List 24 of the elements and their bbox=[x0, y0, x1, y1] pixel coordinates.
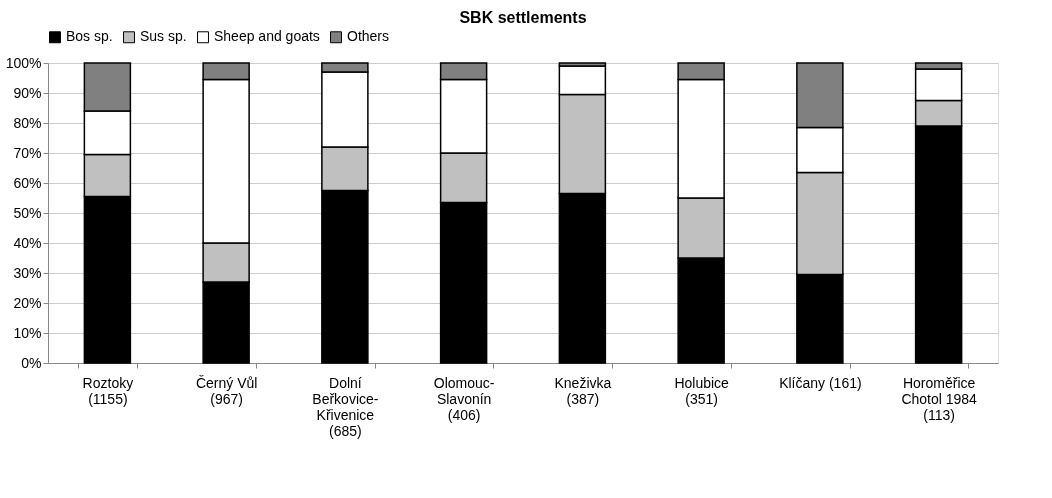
legend-label: Bos sp. bbox=[66, 28, 113, 45]
y-tick-label: 90% bbox=[13, 84, 42, 101]
legend-label: Sus sp. bbox=[140, 28, 187, 45]
chart-title: SBK settlements bbox=[459, 9, 587, 26]
x-tick-label: Dolní Beřkovice-Křivenice (685) bbox=[312, 374, 379, 439]
y-tick-label: 50% bbox=[13, 204, 42, 221]
x-tick-label: Černý Vůl (967) bbox=[195, 374, 258, 407]
y-tick-label: 10% bbox=[13, 324, 42, 341]
y-tick-label: 40% bbox=[13, 234, 42, 251]
y-tick-label: 80% bbox=[13, 114, 42, 131]
x-tick-label: Horoměřice Chotol 1984 (113) bbox=[901, 374, 978, 423]
y-tick-label: 100% bbox=[5, 54, 42, 71]
legend-label: Sheep and goats bbox=[214, 28, 320, 45]
x-tick-label: Kneživka (387) bbox=[554, 374, 612, 407]
y-tick-label: 30% bbox=[13, 264, 42, 281]
x-tick-label: Holubice (351) bbox=[674, 374, 730, 407]
legend-label: Others bbox=[347, 28, 390, 45]
y-tick-label: 20% bbox=[13, 294, 42, 311]
x-tick-label: Olomouc-Slavonín (406) bbox=[433, 374, 495, 423]
y-tick-label: 70% bbox=[13, 144, 42, 161]
x-tick-label: Roztoky (1155) bbox=[82, 374, 134, 407]
y-tick-label: 0% bbox=[21, 354, 42, 371]
x-tick-label: Klíčany (161) bbox=[779, 374, 862, 391]
y-tick-label: 60% bbox=[13, 174, 42, 191]
